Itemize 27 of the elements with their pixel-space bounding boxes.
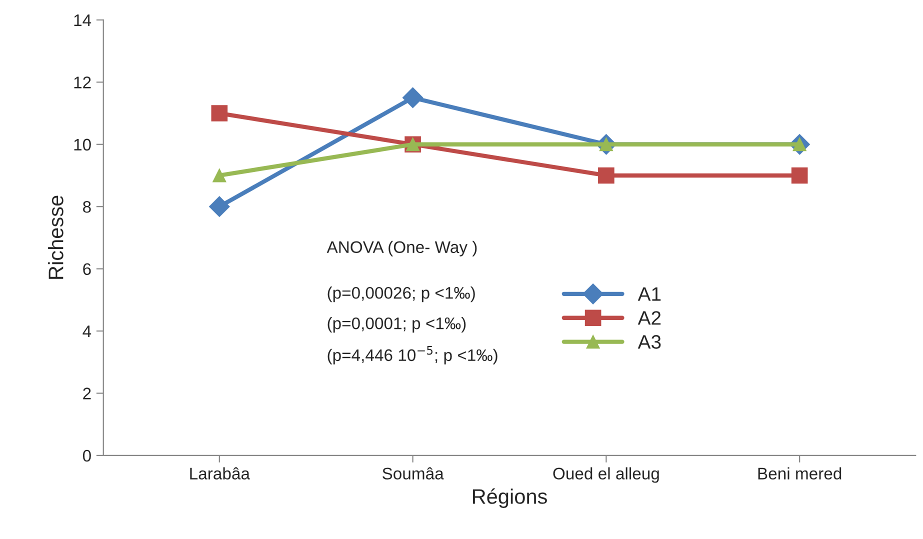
x-tick-label: Oued el alleug — [553, 467, 659, 483]
point — [402, 87, 424, 108]
annotation: (p=4,446 10$^{−5}$; p <1‰) — [328, 346, 498, 364]
annotation: (p=0,00026; p <1‰) — [328, 286, 475, 302]
point — [598, 167, 614, 184]
point — [209, 196, 230, 217]
point — [791, 167, 808, 184]
legend-label: A1 — [638, 287, 661, 301]
x-tick-label: Larabâa — [190, 467, 250, 480]
y-tick-label: 0 — [82, 450, 91, 462]
y-tick-label: 8 — [83, 200, 91, 213]
point — [211, 105, 228, 122]
x-tick-label: Soumâa — [382, 467, 444, 480]
y-tick-label: 4 — [82, 326, 92, 338]
y-tick-label: 12 — [74, 76, 91, 88]
annotation: (p=0,0001; p <1‰) — [328, 317, 466, 333]
x-tick-label: Beni mered — [758, 467, 842, 480]
y-axis-title: Richesse — [48, 196, 64, 279]
point — [212, 168, 226, 182]
y-tick-label: 10 — [74, 138, 91, 151]
x-axis-title: Régions — [472, 488, 547, 508]
y-tick-label: 2 — [83, 388, 91, 400]
legend-label: A3 — [638, 335, 661, 349]
y-tick-label: 14 — [74, 14, 92, 26]
y-tick-label: 6 — [83, 263, 91, 276]
legend-label: A2 — [638, 311, 661, 325]
annotation: ANOVA (One- Way ) — [326, 240, 477, 256]
